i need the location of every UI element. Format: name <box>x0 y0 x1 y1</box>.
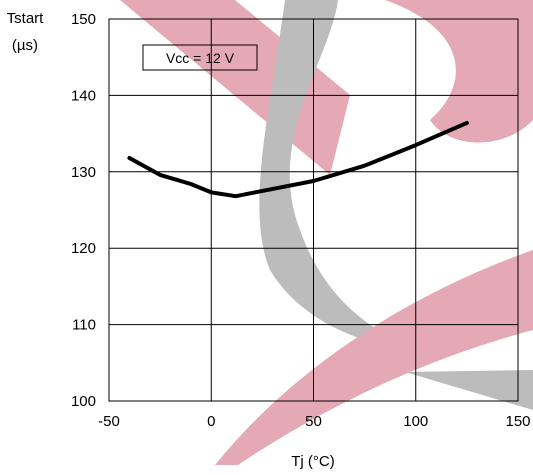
plot-frame <box>108 18 519 402</box>
y-tick-label-0: 100 <box>71 393 96 410</box>
y-tick-label-4: 140 <box>71 87 96 104</box>
x-tick-label-0: -50 <box>98 413 120 430</box>
y-tick-label-5: 150 <box>71 11 96 28</box>
watermark-pink-sweep-bottom <box>215 250 533 465</box>
x-tick-labels: -50 0 50 100 150 <box>98 413 530 430</box>
x-tick-label-3: 100 <box>403 413 428 430</box>
y-axis-title-line1: Tstart <box>7 10 45 27</box>
data-series <box>127 120 469 199</box>
x-tick-label-2: 50 <box>305 413 322 430</box>
y-tick-labels: 100 110 120 130 140 150 <box>71 11 96 410</box>
watermark-logo <box>120 0 533 465</box>
y-tick-label-2: 120 <box>71 240 96 257</box>
y-tick-label-1: 110 <box>72 317 96 334</box>
x-axis-title: Tj (°C) <box>291 453 334 470</box>
watermark-gray-wedge-bottom <box>405 370 533 410</box>
x-tick-label-4: 150 <box>505 413 530 430</box>
annotation-box: Vcc = 12 V <box>142 44 258 71</box>
annotation-text: Vcc = 12 V <box>166 50 235 66</box>
y-axis-title-line2: (µs) <box>12 37 38 54</box>
watermark-gray-sweep <box>259 0 420 352</box>
series-line-0 <box>127 120 469 199</box>
grid-lines <box>109 19 518 401</box>
x-tick-label-1: 0 <box>207 413 215 430</box>
y-tick-label-3: 130 <box>71 164 96 181</box>
watermark-pink-arc-right <box>385 0 533 143</box>
